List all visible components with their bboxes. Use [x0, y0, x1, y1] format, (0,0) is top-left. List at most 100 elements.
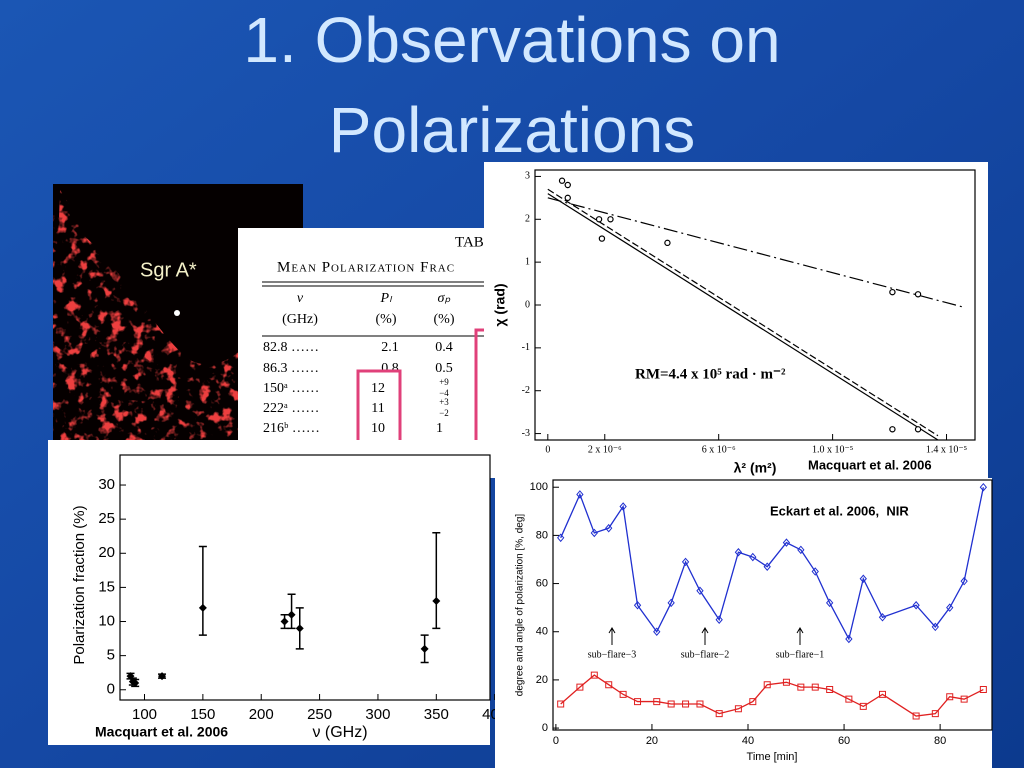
data-point — [605, 681, 613, 689]
data-point — [797, 683, 805, 691]
annotation: sub−flare−2 — [681, 649, 730, 660]
data-point — [859, 574, 867, 584]
data-point — [558, 177, 566, 184]
error-caps — [432, 532, 441, 630]
credit: Eckart et al. 2006, NIR — [770, 503, 909, 518]
error-caps — [420, 634, 429, 664]
data-point — [931, 622, 939, 632]
series-line — [560, 487, 984, 641]
data-point — [131, 678, 140, 687]
data-point — [825, 598, 834, 608]
data-point — [914, 291, 922, 298]
y-tick-label: 0 — [107, 681, 115, 698]
x-tick-label: 300 — [365, 706, 390, 723]
table-background — [238, 228, 490, 440]
y-tick-label: 0 — [542, 722, 548, 734]
error-caps — [280, 613, 289, 630]
data-point — [763, 681, 771, 689]
data-point — [912, 600, 920, 610]
chart-background — [484, 162, 988, 478]
y-tick-label: 20 — [536, 674, 548, 686]
table-header: ν — [297, 291, 304, 306]
data-point — [914, 426, 922, 433]
x-tick-label: 150 — [190, 706, 215, 723]
data-point — [667, 598, 675, 608]
data-point — [564, 194, 571, 202]
table-subtitle: Mean Polarization Frac — [277, 259, 455, 275]
y-tick-label: 3 — [525, 171, 530, 182]
table-body: 82.8 …… 2.1 0.4 86.3 …… 0.8 0.5 150ᵃ …… … — [263, 340, 453, 436]
time-chart: 0 20 40 60 80 0 20 40 60 80 100 sub−flare−3 sub−flar… — [495, 478, 993, 768]
data-point — [859, 702, 867, 710]
y-tick-label: 80 — [536, 529, 548, 541]
annotation: sub−flare−1 — [776, 649, 825, 660]
title-line: Polarizations — [329, 94, 695, 166]
plot-frame — [552, 479, 993, 731]
data-point — [979, 482, 988, 492]
data-point — [782, 538, 791, 547]
table-cell: 216ᵇ …… — [263, 421, 320, 436]
data-point — [734, 547, 743, 557]
table-cell: +3 — [439, 397, 449, 407]
y-tick-label: -2 — [522, 385, 530, 396]
y-tick-label: 1 — [525, 256, 530, 267]
x-tick-label: 100 — [132, 706, 157, 723]
x-tick-label: 20 — [646, 735, 658, 747]
data-point — [682, 700, 690, 708]
x-tick-label: 1.4 x 10⁻⁵ — [926, 444, 967, 455]
data-point — [763, 562, 771, 571]
data-point — [715, 710, 723, 718]
table-cell: 11 — [371, 401, 384, 416]
data-point — [595, 216, 603, 223]
y-tick-label: 30 — [98, 476, 115, 493]
x-tick-label: 6 x 10⁻⁶ — [702, 444, 736, 455]
data-point — [749, 552, 757, 562]
data-point — [198, 603, 207, 612]
chart-background — [495, 478, 992, 768]
table-cell: 1 — [436, 421, 443, 436]
table-cell: 10 — [371, 421, 385, 436]
data-point — [811, 683, 819, 691]
table-cell: 0.4 — [435, 340, 453, 355]
data-point — [633, 600, 642, 610]
x-tick-label: 2 x 10⁻⁶ — [588, 444, 622, 455]
data-point — [826, 686, 834, 694]
y-axis-label: Polarization fraction (%) — [71, 505, 88, 664]
y-tick-label: 20 — [98, 544, 115, 561]
table-cell: 0.8 — [381, 361, 399, 376]
table-cell: −4 — [439, 388, 449, 398]
y-tick-label: 60 — [536, 577, 548, 589]
data-point — [960, 576, 968, 586]
data-point — [287, 610, 296, 619]
table-cell: 0.5 — [435, 361, 453, 376]
y-axis-label: χ (rad) — [492, 283, 508, 326]
data-point — [607, 216, 614, 223]
data-point — [946, 693, 954, 701]
data-point — [557, 533, 565, 543]
y-tick-label: 40 — [536, 626, 548, 638]
data-point — [576, 683, 584, 691]
y-tick-label: -3 — [522, 428, 530, 439]
fit-line — [547, 188, 939, 437]
data-point — [664, 239, 671, 247]
annotation: sub−flare−3 — [588, 649, 637, 660]
table-cell: +9 — [439, 377, 449, 387]
x-tick-label: 60 — [838, 735, 850, 747]
data-point — [782, 678, 790, 686]
series-line — [560, 674, 984, 717]
data-point — [576, 490, 584, 499]
table-cell: 2.1 — [381, 340, 399, 355]
data-point — [960, 695, 968, 703]
data-point — [653, 627, 661, 637]
y-tick-label: 25 — [98, 510, 115, 527]
image-label: Sgr A* — [140, 259, 197, 281]
x-tick-label: 0 — [545, 444, 550, 455]
table-title: TAB — [455, 234, 484, 250]
data-point — [889, 426, 896, 433]
data-point — [605, 523, 613, 533]
data-point — [811, 567, 819, 576]
data-point — [295, 624, 304, 633]
data-point — [681, 557, 690, 567]
x-tick-label: 200 — [249, 706, 274, 723]
